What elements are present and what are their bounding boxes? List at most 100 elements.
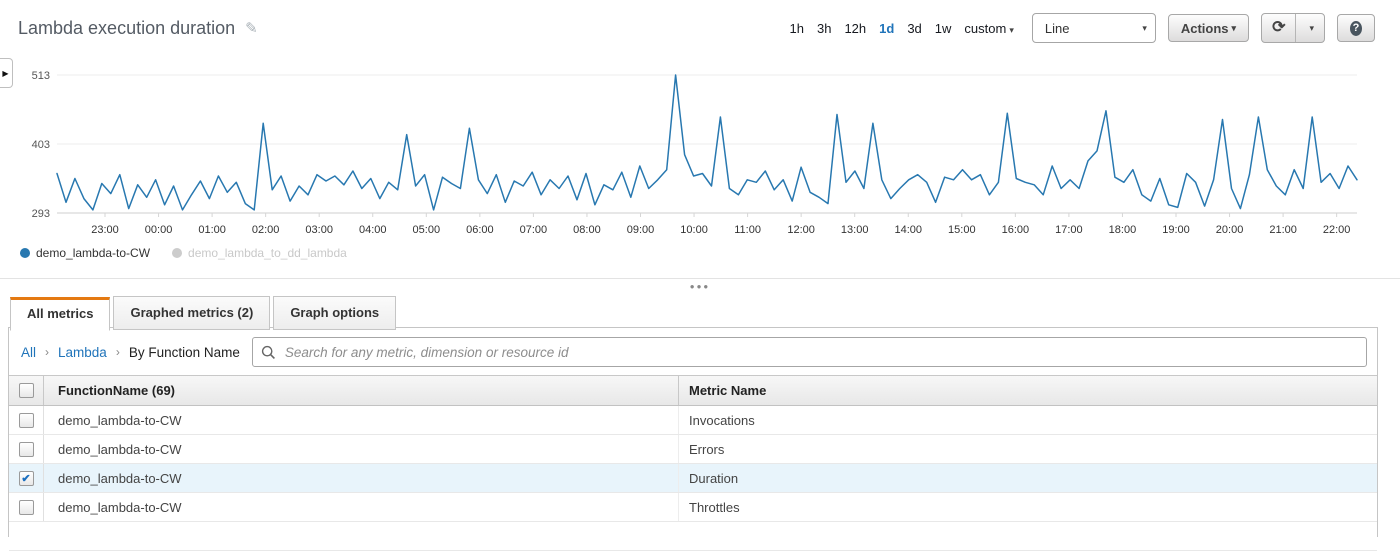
svg-text:04:00: 04:00: [359, 224, 387, 236]
svg-text:23:00: 23:00: [91, 224, 119, 236]
column-header-function-name[interactable]: FunctionName (69): [58, 383, 176, 398]
graph-style-value: Line: [1044, 20, 1070, 36]
search-input[interactable]: [282, 343, 1358, 361]
chevron-right-icon: ▶: [2, 68, 9, 78]
svg-text:10:00: 10:00: [680, 224, 708, 236]
svg-text:12:00: 12:00: [787, 224, 815, 236]
time-range-1d[interactable]: 1d: [879, 20, 895, 36]
resize-handle[interactable]: ●●●: [689, 282, 711, 291]
time-range-12h[interactable]: 12h: [844, 20, 867, 36]
column-header-metric-name[interactable]: Metric Name: [678, 376, 1377, 405]
svg-text:293: 293: [32, 208, 50, 220]
chevron-down-icon: ▾: [1309, 22, 1314, 33]
function-name-cell: demo_lambda-to-CW: [58, 499, 182, 515]
select-all-checkbox[interactable]: [18, 383, 34, 398]
function-name-cell: demo_lambda-to-CW: [58, 412, 182, 428]
time-range-3h[interactable]: 3h: [816, 20, 832, 36]
refresh-icon: ⟳: [1272, 19, 1286, 36]
breadcrumb-separator: ›: [115, 345, 120, 359]
svg-text:18:00: 18:00: [1109, 224, 1137, 236]
metrics-browser-toolbar: All › Lambda › By Function Name: [9, 328, 1377, 375]
svg-text:16:00: 16:00: [1002, 224, 1030, 236]
page-title: Lambda execution duration: [18, 17, 236, 38]
help-button[interactable]: ?: [1337, 14, 1375, 42]
metric-name-cell: Duration: [678, 464, 1377, 492]
svg-text:21:00: 21:00: [1269, 224, 1297, 236]
refresh-button[interactable]: ⟳: [1262, 14, 1295, 42]
breadcrumb-separator: ›: [45, 345, 50, 359]
legend-item[interactable]: demo_lambda-to-CW: [20, 246, 150, 260]
chart-legend: demo_lambda-to-CW demo_lambda_to_dd_lambd…: [20, 246, 347, 260]
time-range-3d[interactable]: 3d: [907, 20, 922, 36]
refresh-options-button[interactable]: ▾: [1295, 14, 1324, 42]
help-icon: ?: [1350, 20, 1362, 36]
function-name-cell: demo_lambda-to-CW: [58, 470, 182, 486]
breadcrumb-by-function-name: By Function Name: [128, 344, 240, 360]
table-row[interactable]: ✔ demo_lambda-to-CW Duration: [9, 464, 1377, 493]
legend-label: demo_lambda-to-CW: [36, 246, 151, 260]
metric-name-cell: Errors: [678, 435, 1377, 463]
svg-text:07:00: 07:00: [520, 224, 548, 236]
time-range-1w[interactable]: 1w: [934, 20, 952, 36]
svg-text:02:00: 02:00: [252, 224, 280, 236]
svg-text:403: 403: [32, 139, 50, 151]
svg-text:20:00: 20:00: [1216, 224, 1244, 236]
actions-button[interactable]: Actions ▾: [1167, 14, 1250, 42]
metric-name-cell: Invocations: [678, 406, 1377, 434]
row-checkbox[interactable]: [18, 441, 34, 457]
legend-dot-icon: [20, 248, 30, 258]
table-header: FunctionName (69) Metric Name: [9, 375, 1377, 406]
table-row-partial: [9, 522, 1377, 551]
svg-text:19:00: 19:00: [1162, 224, 1190, 236]
legend-dot-icon: [172, 248, 183, 258]
svg-text:513: 513: [32, 70, 50, 82]
svg-text:03:00: 03:00: [305, 224, 333, 236]
breadcrumb-lambda[interactable]: Lambda: [58, 344, 107, 360]
metric-search-box[interactable]: [251, 337, 1367, 367]
svg-text:05:00: 05:00: [413, 224, 441, 236]
expand-sidebar-handle[interactable]: ▶: [0, 58, 13, 88]
table-row[interactable]: demo_lambda-to-CW Errors: [9, 435, 1377, 464]
svg-text:11:00: 11:00: [734, 224, 761, 236]
edit-title-icon[interactable]: ✎: [245, 20, 258, 37]
all-metrics-panel: All › Lambda › By Function Name Function…: [8, 327, 1378, 551]
graph-style-select[interactable]: Line ▾: [1031, 13, 1156, 43]
legend-item[interactable]: demo_lambda_to_dd_lambda: [172, 246, 347, 260]
actions-label: Actions: [1180, 20, 1229, 36]
svg-text:22:00: 22:00: [1323, 224, 1351, 236]
tab-graphed-metrics[interactable]: Graphed metrics (2): [113, 296, 271, 330]
table-row[interactable]: demo_lambda-to-CW Invocations: [9, 406, 1377, 435]
svg-text:06:00: 06:00: [466, 224, 494, 236]
svg-text:09:00: 09:00: [627, 224, 655, 236]
svg-text:13:00: 13:00: [841, 224, 869, 236]
table-body: demo_lambda-to-CW Invocations demo_lambda-…: [9, 406, 1377, 551]
time-range-selector: 1h 3h 12h 1d 3d 1w custom ▾: [790, 21, 1014, 36]
svg-text:15:00: 15:00: [948, 224, 976, 236]
svg-text:01:00: 01:00: [198, 224, 226, 236]
svg-text:17:00: 17:00: [1055, 224, 1083, 236]
widget-header: Lambda execution duration ✎ 1h 3h 12h 1d 3d 1…: [0, 0, 1400, 56]
metrics-tabs: All metrics Graphed metrics (2) Graph op…: [10, 296, 399, 331]
breadcrumb-all[interactable]: All: [21, 344, 37, 360]
metric-name-cell: Throttles: [678, 493, 1377, 521]
row-checkbox[interactable]: [18, 412, 34, 428]
row-checkbox[interactable]: [18, 499, 34, 515]
tab-all-metrics[interactable]: All metrics: [10, 297, 111, 331]
chevron-down-icon: ▾: [1142, 22, 1147, 33]
table-row[interactable]: demo_lambda-to-CW Throttles: [9, 493, 1377, 522]
svg-text:08:00: 08:00: [573, 224, 601, 236]
duration-chart[interactable]: 293 403 513 23:00 00:00 01:00 02:00 03:00 04:00 0…: [0, 60, 1400, 245]
search-icon: [261, 345, 275, 359]
svg-text:14:00: 14:00: [894, 224, 922, 236]
refresh-split-button: ⟳ ▾: [1261, 13, 1325, 43]
section-divider: [0, 278, 1400, 279]
time-range-custom[interactable]: custom ▾: [964, 20, 1014, 36]
tab-graph-options[interactable]: Graph options: [273, 296, 397, 330]
chevron-down-icon: ▾: [1231, 22, 1237, 33]
row-checkbox-checked[interactable]: ✔: [18, 470, 34, 486]
legend-label: demo_lambda_to_dd_lambda: [188, 246, 347, 260]
duration-chart-svg: 293 403 513 23:00 00:00 01:00 02:00 03:00 04:00 0…: [32, 70, 1358, 236]
time-range-1h[interactable]: 1h: [789, 20, 804, 36]
function-name-cell: demo_lambda-to-CW: [58, 441, 182, 457]
